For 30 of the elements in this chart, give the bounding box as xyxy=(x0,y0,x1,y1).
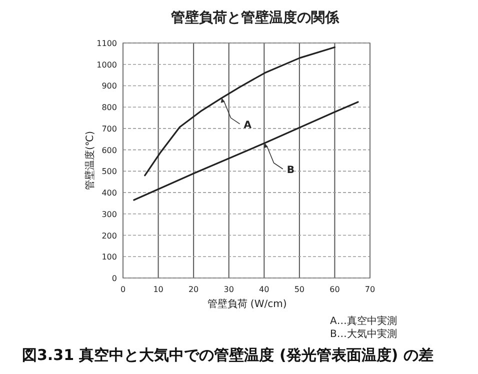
x-tick-label: 30 xyxy=(224,285,234,294)
x-tick-label: 50 xyxy=(294,285,305,294)
x-tick-label: 20 xyxy=(188,285,199,294)
annotation: A xyxy=(244,120,252,131)
y-tick-label: 800 xyxy=(102,103,117,112)
y-tick-label: 300 xyxy=(102,210,117,219)
x-tick-label: 0 xyxy=(120,285,126,294)
caption: 図3.31 真空中と大気中での管壁温度 (発光管表面温度) の差 xyxy=(22,346,434,364)
chart-title: 管壁負荷と管壁温度の関係 xyxy=(170,9,340,26)
y-tick-label: 700 xyxy=(102,124,117,134)
x-tick-label: 60 xyxy=(330,285,340,294)
y-tick-label: 500 xyxy=(102,167,117,176)
line-series xyxy=(133,101,359,201)
y-tick-label: 1100 xyxy=(96,39,117,48)
y-axis-title: 管壁温度(℃) xyxy=(84,130,96,190)
x-tick-label: 10 xyxy=(153,285,164,294)
x-tick-label: 70 xyxy=(364,285,376,294)
line-series xyxy=(144,46,336,176)
y-tick-label: 200 xyxy=(102,231,117,240)
text: B…大気中実測 xyxy=(330,328,397,340)
annotation: B xyxy=(286,164,294,176)
x-tick-label: 40 xyxy=(259,285,270,294)
y-tick-label: 400 xyxy=(102,188,117,198)
y-tick-label: 100 xyxy=(102,252,117,262)
x-axis-title: 管壁負荷 (W/cm) xyxy=(207,298,287,310)
y-tick-label: 0 xyxy=(112,274,117,283)
y-tick-label: 600 xyxy=(102,146,117,155)
y-tick-label: 900 xyxy=(102,82,117,91)
text: A…真空中実測 xyxy=(330,315,397,327)
y-tick-label: 1000 xyxy=(96,60,117,70)
